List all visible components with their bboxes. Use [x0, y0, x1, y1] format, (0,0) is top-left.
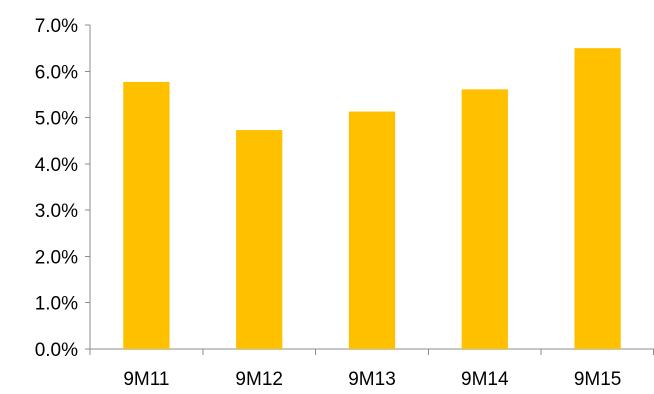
- x-tick-label: 9M15: [574, 369, 622, 390]
- bar-9m11: [123, 81, 170, 349]
- bar-9m13: [348, 111, 396, 349]
- x-tick-label: 9M13: [348, 369, 396, 390]
- y-tick-label: 1.0%: [35, 294, 78, 315]
- y-tick-label: 0.0%: [35, 340, 78, 361]
- y-tick-label: 6.0%: [35, 62, 78, 83]
- y-tick-label: 3.0%: [35, 201, 78, 222]
- bars-group: [123, 48, 621, 350]
- bar-9m14: [461, 89, 508, 349]
- x-tick-label: 9M12: [235, 369, 283, 390]
- y-tick-label: 7.0%: [35, 16, 78, 37]
- x-tick-label: 9M14: [461, 369, 509, 390]
- bar-9m12: [236, 130, 283, 349]
- y-tick-label: 4.0%: [35, 155, 78, 176]
- y-tick-label: 2.0%: [35, 247, 78, 268]
- x-axis: 9M11 9M12 9M13 9M14 9M15: [89, 348, 654, 390]
- y-axis: 0.0% 1.0% 2.0% 3.0% 4.0% 5.0% 6.0% 7.0%: [35, 16, 91, 361]
- x-tick-label: 9M11: [123, 369, 169, 390]
- y-tick-label: 5.0%: [35, 109, 78, 130]
- bar-9m15: [574, 48, 621, 350]
